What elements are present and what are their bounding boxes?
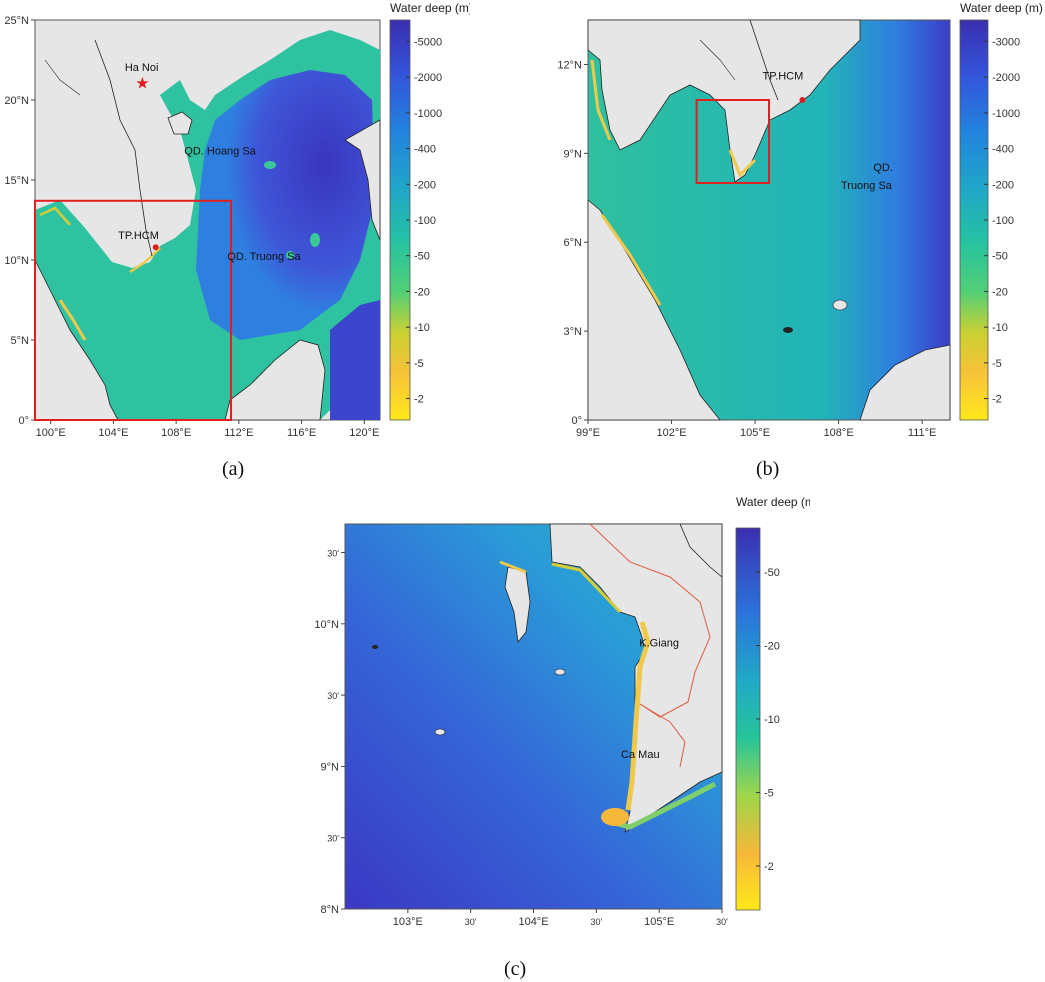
colorbar: Water deep (m) -5000 -2000 -1000 -400 -200 -1… bbox=[389, 1, 470, 421]
colorbar-tick-label: -2000 bbox=[414, 72, 442, 84]
map-area bbox=[344, 523, 723, 910]
lat-tick-label: 20°N bbox=[4, 95, 29, 107]
colorbar-tick-label: -5000 bbox=[414, 36, 442, 48]
place-label: Ha Noi bbox=[125, 62, 159, 74]
colorbar-tick-label: -5 bbox=[414, 358, 424, 370]
lon-tick-label: 108°E bbox=[824, 427, 854, 439]
lat-tick-label: 9°N bbox=[321, 761, 340, 773]
lat-tick-label: 25°N bbox=[4, 15, 29, 27]
colorbar-tick-label: -20 bbox=[992, 286, 1008, 298]
colorbar-tick-label: -10 bbox=[764, 714, 780, 726]
study-area-box bbox=[34, 199, 233, 421]
capital-star-icon: ★ bbox=[135, 76, 149, 93]
map-area bbox=[34, 19, 381, 421]
colorbar-tick-label: -10 bbox=[992, 322, 1008, 334]
lat-tick-label: 30' bbox=[327, 691, 339, 701]
study-area-box bbox=[695, 99, 771, 184]
lon-tick-label: 105°E bbox=[644, 916, 674, 928]
colorbar-tick-label: -10 bbox=[414, 322, 430, 334]
lat-tick-label: 9°N bbox=[564, 148, 583, 160]
place-label: QD. bbox=[873, 162, 893, 174]
place-label: TP.HCM bbox=[763, 70, 804, 82]
colorbar-tick-label: -5 bbox=[992, 358, 1002, 370]
place-label: K.Giang bbox=[639, 638, 679, 650]
lon-tick-label: 30' bbox=[716, 917, 728, 927]
map-panel-b: 99°E 102°E 105°E 108°E 111°E 0° 3°N 6°N 9°N 12°N T… bbox=[557, 1, 1043, 439]
colorbar-tick-label: -3000 bbox=[992, 36, 1020, 48]
map-area bbox=[587, 19, 951, 421]
colorbar-tick-label: -5 bbox=[764, 787, 774, 799]
city-dot-icon bbox=[799, 97, 806, 103]
lat-tick-label: 0° bbox=[571, 415, 582, 427]
caption-a: (a) bbox=[222, 458, 245, 480]
colorbar-tick-label: -2 bbox=[764, 861, 774, 873]
colorbar-tick-label: -400 bbox=[414, 144, 436, 156]
caption-b: (b) bbox=[756, 458, 780, 480]
colorbar-tick-label: -200 bbox=[992, 179, 1014, 191]
lat-tick-label: 12°N bbox=[557, 59, 582, 71]
lon-tick-label: 120°E bbox=[349, 427, 379, 439]
colorbar-tick-label: -20 bbox=[764, 641, 780, 653]
colorbar-tick-label: -1000 bbox=[414, 108, 442, 120]
colorbar-tick-label: -1000 bbox=[992, 108, 1020, 120]
lat-tick-label: 8°N bbox=[321, 904, 340, 916]
lat-tick-label: 6°N bbox=[564, 237, 583, 249]
lon-tick-label: 108°E bbox=[161, 427, 191, 439]
place-label: QD. Truong Sa bbox=[227, 251, 301, 263]
colorbar-tick-label: -100 bbox=[992, 215, 1014, 227]
colorbar-tick-label: -400 bbox=[992, 144, 1014, 156]
colorbar-tick-label: -20 bbox=[414, 286, 430, 298]
lon-tick-label: 102°E bbox=[656, 427, 686, 439]
map-panel-c: 103°E 30' 104°E 30' 105°E 30' 8°N 30' 9°N 30' 10°N… bbox=[314, 495, 810, 928]
lat-tick-label: 0° bbox=[18, 415, 29, 427]
map-panel-a: 100°E 104°E 108°E 112°E 116°E 120°E 0° 5°N 10°N 1… bbox=[4, 1, 470, 439]
lon-tick-label: 100°E bbox=[36, 427, 66, 439]
lon-tick-label: 112°E bbox=[224, 427, 253, 439]
colorbar-tick-label: -2 bbox=[414, 394, 424, 406]
place-label: Ca Mau bbox=[621, 749, 660, 761]
lat-tick-label: 10°N bbox=[4, 255, 29, 267]
lon-tick-label: 104°E bbox=[518, 916, 548, 928]
lon-tick-label: 105°E bbox=[740, 427, 770, 439]
lat-tick-label: 30' bbox=[327, 834, 339, 844]
city-dot-icon bbox=[152, 244, 159, 251]
colorbar: Water deep (m) -3000 -2000 -1000 -400 -200 -1… bbox=[959, 1, 1043, 421]
lon-tick-label: 116°E bbox=[287, 427, 316, 439]
colorbar-title: Water deep (m) bbox=[390, 1, 470, 15]
lon-tick-label: 30' bbox=[590, 917, 602, 927]
colorbar-title: Water deep (m) bbox=[960, 1, 1043, 15]
colorbar-tick-label: -50 bbox=[764, 567, 780, 579]
lat-tick-label: 30' bbox=[327, 549, 339, 559]
colorbar-title: Water deep (m) bbox=[736, 495, 810, 509]
lat-tick-label: 10°N bbox=[314, 619, 339, 631]
place-label: TP.HCM bbox=[118, 230, 159, 242]
caption-c: (c) bbox=[504, 958, 527, 980]
place-label: Truong Sa bbox=[841, 180, 893, 192]
place-label: QD. Hoang Sa bbox=[184, 145, 256, 157]
colorbar-tick-label: -50 bbox=[414, 251, 430, 263]
lon-tick-label: 99°E bbox=[576, 427, 600, 439]
colorbar-tick-label: -2000 bbox=[992, 72, 1020, 84]
colorbar: Water deep (m) -50 -20 -10 -5 -2 bbox=[735, 495, 810, 911]
lon-tick-label: 30' bbox=[465, 917, 477, 927]
lat-tick-label: 5°N bbox=[11, 335, 30, 347]
lat-tick-label: 3°N bbox=[564, 326, 583, 338]
colorbar-tick-label: -50 bbox=[992, 251, 1008, 263]
colorbar-tick-label: -200 bbox=[414, 179, 436, 191]
lat-tick-label: 15°N bbox=[4, 175, 29, 187]
colorbar-tick-label: -100 bbox=[414, 215, 436, 227]
colorbar-tick-label: -2 bbox=[992, 394, 1002, 406]
lon-tick-label: 103°E bbox=[393, 916, 423, 928]
lon-tick-label: 111°E bbox=[908, 427, 936, 439]
lon-tick-label: 104°E bbox=[98, 427, 128, 439]
